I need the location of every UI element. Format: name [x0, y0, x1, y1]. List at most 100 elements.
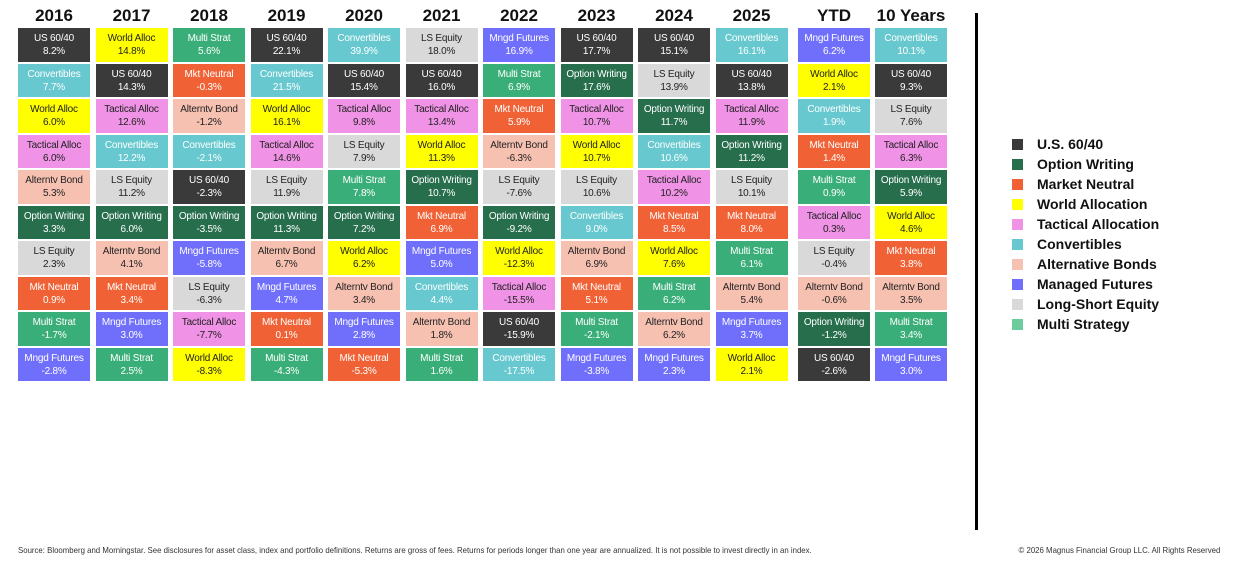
- return-value: 11.7%: [660, 117, 688, 128]
- asset-class-label: Multi Strat: [187, 33, 231, 44]
- return-cell: World Alloc 14.8%: [95, 28, 168, 62]
- column-header: 2019: [267, 6, 306, 25]
- column-header: 2017: [112, 6, 151, 25]
- return-value: 6.0%: [120, 223, 143, 235]
- asset-class-label: Alterntv Bond: [102, 246, 161, 257]
- return-cell: Tactical Alloc 14.6%: [250, 134, 323, 168]
- asset-class-label: Multi Strat: [110, 352, 153, 364]
- column-header: 2018: [190, 6, 228, 25]
- asset-class-label: Tactical Alloc: [646, 175, 702, 186]
- return-cell: Alterntv Bond 5.3%: [18, 170, 90, 204]
- return-cell: Multi Strat 6.9%: [483, 63, 555, 97]
- return-value: 0.9%: [43, 294, 65, 306]
- return-value: 3.5%: [900, 294, 922, 306]
- asset-class-label: Mkt Neutral: [262, 317, 311, 328]
- legend-label: Managed Futures: [1037, 276, 1153, 292]
- return-cell: Mkt Neutral 8.5%: [638, 205, 710, 239]
- asset-class-label: LS Equity: [575, 175, 617, 186]
- return-cell: Multi Strat -2.1%: [560, 312, 633, 346]
- return-cell: Mngd Futures 3.7%: [715, 312, 788, 346]
- legend-label: Option Writing: [1037, 156, 1134, 172]
- asset-class-label: Option Writing: [880, 175, 942, 186]
- color-swatch-icon: [1012, 298, 1023, 310]
- column-ytd: YTD Mngd Futures 6.2% World Alloc 2.1% Conver…: [798, 4, 870, 381]
- legend-item: Alternative Bonds: [1012, 254, 1159, 274]
- asset-class-label: Mkt Neutral: [727, 210, 776, 222]
- return-cell: Mkt Neutral 6.9%: [405, 205, 478, 239]
- return-cell: Option Writing 5.9%: [875, 170, 947, 204]
- return-cell: Alterntv Bond 6.9%: [560, 241, 633, 275]
- vertical-divider: [975, 13, 978, 530]
- asset-class-label: Convertibles: [647, 139, 701, 151]
- return-value: 3.8%: [900, 259, 922, 270]
- column-2020: 2020 Convertibles 39.9% US 60/40 15.4% Tactic…: [328, 4, 400, 381]
- return-cell: Tactical Alloc -15.5%: [483, 276, 555, 310]
- return-value: -7.7%: [196, 330, 222, 341]
- asset-class-label: Multi Strat: [342, 175, 386, 186]
- asset-class-label: Multi Strat: [652, 281, 696, 293]
- return-cell: LS Equity 10.1%: [715, 170, 788, 204]
- asset-class-label: Option Writing: [803, 317, 865, 328]
- legend-item: Long-Short Equity: [1012, 294, 1159, 314]
- return-value: 13.8%: [737, 81, 766, 93]
- asset-class-label: Tactical Alloc: [26, 139, 82, 151]
- return-cell: Mkt Neutral 1.4%: [798, 134, 870, 168]
- asset-class-label: Mkt Neutral: [886, 246, 936, 257]
- legend-label: U.S. 60/40: [1037, 136, 1104, 152]
- return-cell: World Alloc 11.3%: [405, 134, 478, 168]
- return-value: 14.6%: [272, 152, 301, 164]
- return-cell: Mkt Neutral 3.8%: [875, 241, 947, 275]
- return-value: 8.5%: [663, 223, 685, 235]
- return-value: 5.3%: [43, 188, 65, 199]
- column-2024: 2024 US 60/40 15.1% LS Equity 13.9% Option Wr…: [638, 4, 710, 381]
- return-value: 14.3%: [117, 81, 146, 93]
- asset-class-label: Multi Strat: [575, 317, 618, 328]
- asset-class-label: US 60/40: [890, 68, 932, 80]
- asset-class-label: Option Writing: [333, 210, 395, 222]
- return-value: 3.0%: [120, 330, 143, 341]
- return-cell: World Alloc 4.6%: [875, 205, 947, 239]
- asset-class-label: Alterntv Bond: [257, 246, 316, 257]
- legend: U.S. 60/40 Option Writing Market Neutral Wo…: [1012, 134, 1159, 334]
- asset-class-label: US 60/40: [653, 33, 695, 44]
- return-cell: World Alloc 2.1%: [715, 347, 788, 381]
- return-value: 6.0%: [43, 117, 65, 128]
- return-value: 1.6%: [430, 365, 453, 377]
- return-cell: LS Equity 11.2%: [95, 170, 168, 204]
- return-value: 6.2%: [353, 259, 375, 270]
- return-cell: Mngd Futures 6.2%: [798, 28, 870, 62]
- return-value: 5.9%: [900, 188, 922, 199]
- return-cell: World Alloc 10.7%: [560, 134, 633, 168]
- asset-class-label: US 60/40: [813, 352, 855, 364]
- column-10-years: 10 Years Convertibles 10.1% US 60/40 9.3% LS …: [875, 4, 947, 381]
- return-cell: Multi Strat 3.4%: [875, 312, 947, 346]
- asset-class-label: Option Writing: [23, 210, 85, 222]
- return-value: 1.4%: [823, 152, 845, 164]
- return-cell: LS Equity 2.3%: [18, 241, 90, 275]
- return-cell: Convertibles 9.0%: [560, 205, 633, 239]
- asset-class-label: Convertibles: [492, 352, 546, 364]
- asset-class-label: Alterntv Bond: [645, 317, 703, 328]
- asset-class-label: Mngd Futures: [179, 246, 239, 257]
- asset-class-label: Option Writing: [721, 139, 782, 151]
- return-value: 3.4%: [900, 330, 922, 341]
- column-header: 2024: [655, 6, 693, 25]
- return-cell: World Alloc 7.6%: [638, 241, 710, 275]
- asset-class-label: LS Equity: [343, 139, 385, 151]
- asset-class-label: Tactical Alloc: [491, 281, 547, 293]
- return-cell: Multi Strat 1.6%: [405, 347, 478, 381]
- return-value: 2.8%: [353, 330, 375, 341]
- return-value: -2.8%: [41, 365, 67, 377]
- return-cell: Multi Strat 2.5%: [95, 347, 168, 381]
- return-cell: Tactical Alloc 10.7%: [560, 99, 633, 133]
- asset-class-label: LS Equity: [33, 246, 75, 257]
- return-value: -3.5%: [196, 223, 222, 235]
- return-cell: Multi Strat 6.2%: [638, 276, 710, 310]
- asset-class-label: US 60/40: [498, 317, 540, 328]
- asset-class-label: Convertibles: [259, 68, 314, 80]
- return-value: 10.1%: [897, 46, 925, 57]
- column-header: 2021: [422, 6, 461, 25]
- asset-class-label: Mngd Futures: [644, 352, 704, 364]
- return-cell: Alterntv Bond 1.8%: [405, 312, 478, 346]
- return-cell: LS Equity -7.6%: [483, 170, 555, 204]
